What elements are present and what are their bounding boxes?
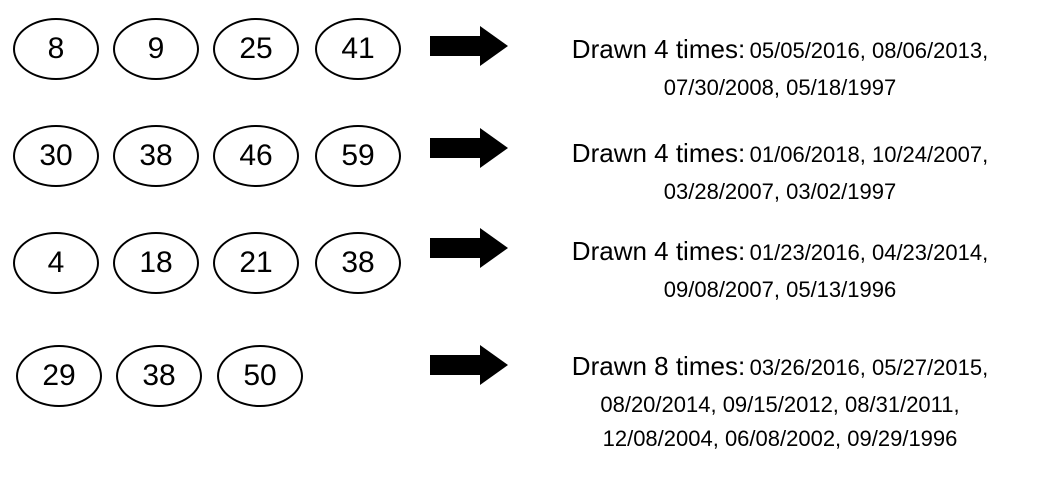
draw-dates: 12/08/2004, 06/08/2002, 09/29/1996 (602, 426, 958, 451)
right-arrow-icon (430, 26, 508, 66)
right-arrow-icon (430, 345, 508, 385)
number-ball: 18 (113, 232, 199, 294)
draw-dates: 05/05/2016, 08/06/2013, (749, 38, 989, 63)
draw-dates: 03/26/2016, 05/27/2015, (749, 355, 989, 380)
draw-history: Drawn 4 times: 01/23/2016, 04/23/2014, 0… (520, 234, 1040, 307)
draw-history: Drawn 4 times: 01/06/2018, 10/24/2007, 0… (520, 136, 1040, 209)
number-ball: 38 (113, 125, 199, 187)
number-ball: 30 (13, 125, 99, 187)
right-arrow-icon (430, 128, 508, 168)
draw-dates: 08/20/2014, 09/15/2012, 08/31/2011, (600, 392, 960, 417)
number-ball: 8 (13, 18, 99, 80)
number-ball: 38 (116, 345, 202, 407)
draw-count-label: Drawn 4 times: (571, 236, 746, 266)
number-ball: 59 (315, 125, 401, 187)
right-arrow-icon (430, 228, 508, 268)
number-ball: 38 (315, 232, 401, 294)
number-ball: 46 (213, 125, 299, 187)
number-ball: 9 (113, 18, 199, 80)
draw-count-label: Drawn 4 times: (571, 34, 746, 64)
draw-history: Drawn 8 times: 03/26/2016, 05/27/2015, 0… (520, 349, 1040, 456)
draw-count-label: Drawn 8 times: (571, 351, 746, 381)
number-ball: 4 (13, 232, 99, 294)
draw-dates: 03/28/2007, 03/02/1997 (663, 179, 897, 204)
draw-dates: 09/08/2007, 05/13/1996 (663, 277, 897, 302)
draw-dates: 07/30/2008, 05/18/1997 (663, 75, 897, 100)
number-ball: 50 (217, 345, 303, 407)
draw-history: Drawn 4 times: 05/05/2016, 08/06/2013, 0… (520, 32, 1040, 105)
number-ball: 29 (16, 345, 102, 407)
draw-count-label: Drawn 4 times: (571, 138, 746, 168)
draw-dates: 01/23/2016, 04/23/2014, (749, 240, 989, 265)
number-ball: 25 (213, 18, 299, 80)
number-ball: 21 (213, 232, 299, 294)
number-ball: 41 (315, 18, 401, 80)
draw-dates: 01/06/2018, 10/24/2007, (749, 142, 989, 167)
